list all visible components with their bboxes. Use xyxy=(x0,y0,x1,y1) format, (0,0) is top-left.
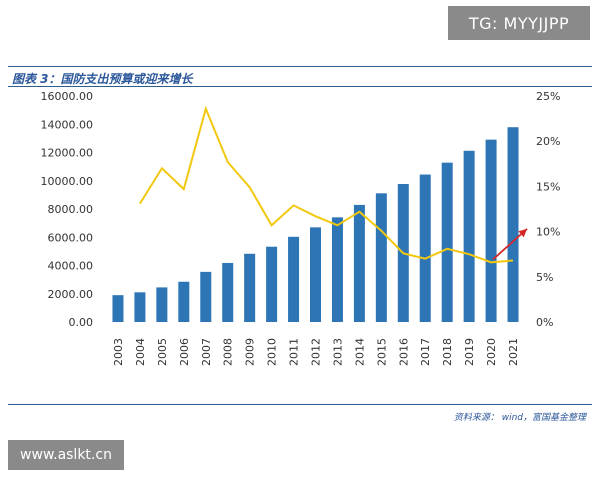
bar-2012 xyxy=(310,227,321,322)
x-axis-tick: 2003 xyxy=(112,338,125,366)
x-axis-tick: 2006 xyxy=(178,338,191,366)
growth-rate-line xyxy=(139,105,514,264)
bar-2004 xyxy=(134,292,146,322)
right-axis-tick: 5% xyxy=(536,271,553,284)
watermark: www.aslkt.cn xyxy=(8,440,124,470)
bar-2019 xyxy=(463,150,475,322)
title-bottom-rule xyxy=(8,86,592,87)
left-axis-tick: 6000.00 xyxy=(48,231,94,244)
x-axis-tick: 2015 xyxy=(375,338,388,366)
left-axis-tick: 0.00 xyxy=(69,316,94,329)
x-axis-tick: 2014 xyxy=(353,338,366,366)
x-axis-tick: 2005 xyxy=(156,338,169,366)
bar-2017 xyxy=(419,174,431,322)
bar-2020 xyxy=(485,139,497,322)
up-arrow-icon xyxy=(492,228,528,261)
x-axis-tick: 2020 xyxy=(485,338,498,366)
source-note: 资料来源： wind，富国基金整理 xyxy=(453,413,586,423)
x-axis-tick: 2013 xyxy=(331,338,344,366)
x-axis-tick: 2007 xyxy=(200,338,213,366)
bar-2013 xyxy=(331,217,343,322)
right-axis-tick: 15% xyxy=(536,180,560,193)
left-axis-tick: 14000.00 xyxy=(41,118,94,131)
right-axis-tick: 0% xyxy=(536,316,553,329)
bar-2007 xyxy=(200,271,212,322)
right-axis-tick: 10% xyxy=(536,226,560,239)
bar-2008 xyxy=(222,262,234,322)
right-axis-tick: 20% xyxy=(536,135,560,148)
left-axis-tick: 2000.00 xyxy=(48,288,94,301)
x-axis-tick: 2010 xyxy=(266,338,279,366)
left-axis-tick: 16000.00 xyxy=(41,90,94,103)
bar-2018 xyxy=(441,162,453,322)
bar-2010 xyxy=(266,246,278,322)
bar-2014 xyxy=(353,204,365,322)
bar-2005 xyxy=(156,287,168,322)
figure-title: 图表 3：国防支出预算或迎来增长 xyxy=(12,72,193,86)
x-axis-tick: 2021 xyxy=(507,338,520,366)
x-axis-tick: 2004 xyxy=(134,338,147,366)
x-axis-tick: 2017 xyxy=(419,338,432,366)
x-axis-tick: 2011 xyxy=(288,338,301,366)
x-axis-tick: 2019 xyxy=(463,338,476,366)
source-rule xyxy=(8,404,592,405)
bar-2009 xyxy=(244,253,256,322)
bar-2006 xyxy=(178,281,190,322)
left-axis-tick: 4000.00 xyxy=(48,260,94,273)
combo-chart: 0.00 2000.00 4000.00 6000.00 8000.00 10000.00… xyxy=(41,90,561,366)
tg-badge: TG: MYYJJPP xyxy=(448,6,590,40)
bar-2011 xyxy=(288,236,300,322)
bar-2021 xyxy=(507,127,519,322)
x-axis-tick: 2012 xyxy=(310,338,323,366)
right-axis-tick: 25% xyxy=(536,90,560,103)
x-axis-tick: 2008 xyxy=(222,338,235,366)
title-top-rule xyxy=(8,66,592,67)
left-axis-tick: 8000.00 xyxy=(48,203,94,216)
bar-2015 xyxy=(375,193,387,322)
bar-2003 xyxy=(112,295,124,322)
x-axis-tick: 2018 xyxy=(441,338,454,366)
left-axis-tick: 12000.00 xyxy=(41,147,94,160)
left-axis-tick: 10000.00 xyxy=(41,175,94,188)
x-axis-tick: 2016 xyxy=(397,338,410,366)
x-axis-tick: 2009 xyxy=(244,338,257,366)
